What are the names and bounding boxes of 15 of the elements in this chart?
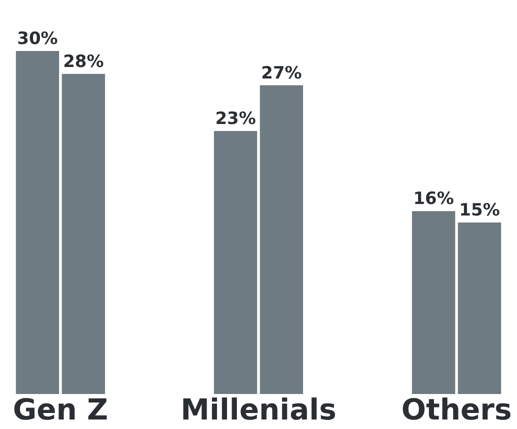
data-label: 15% (459, 200, 500, 220)
data-label: 27% (261, 63, 302, 84)
data-label: 23% (215, 109, 256, 130)
bar (214, 131, 258, 394)
bar (62, 74, 106, 394)
bar (16, 51, 60, 394)
data-label: 16% (413, 189, 454, 210)
data-label: 28% (63, 52, 104, 72)
x-tick-label: Others (401, 392, 512, 426)
data-label: 30% (17, 29, 58, 49)
bar (412, 211, 456, 394)
x-tick-label: Millenials (180, 392, 336, 426)
bar (260, 85, 304, 394)
bar (458, 222, 502, 394)
x-tick-label: Gen Z (12, 392, 108, 426)
